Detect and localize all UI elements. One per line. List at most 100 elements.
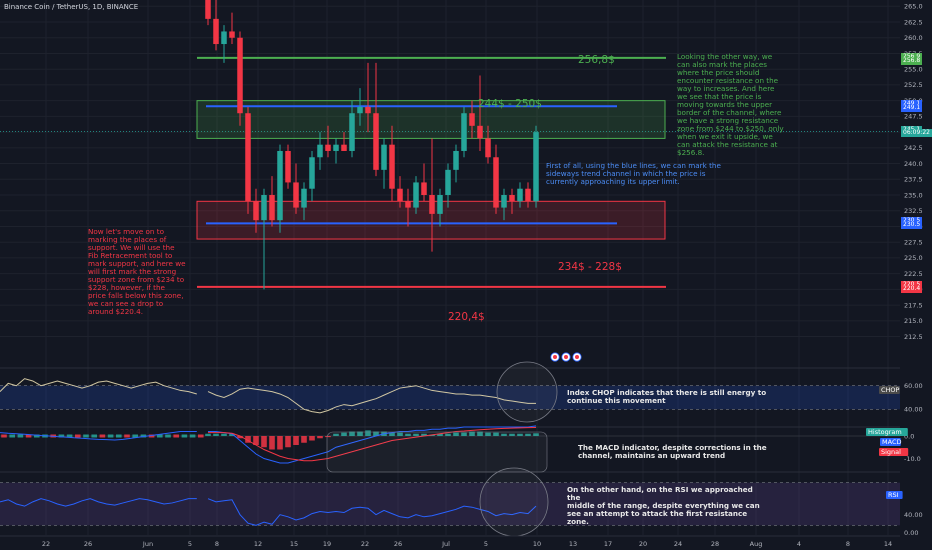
candle[interactable] [277,144,283,233]
time-tick-label: Jun [142,540,153,548]
chop-pane [0,367,900,414]
macd-histogram-bar [333,433,339,436]
chop-highlight-circle [496,361,558,423]
time-tick-label: 28 [711,540,719,548]
rsi-name-tag-text: RSI [888,491,899,499]
price-tick-label: 265.0 [904,3,923,11]
candle-body [213,18,219,45]
candle[interactable] [509,188,515,214]
macd-histogram-bar [205,433,211,436]
candle-body [365,106,371,114]
candle[interactable] [325,125,331,158]
candle[interactable] [261,188,267,290]
candle[interactable] [413,176,419,214]
candle[interactable] [293,163,299,214]
candle-body [405,201,411,208]
time-tick-label: 8 [215,540,219,548]
macd-name-tag-bg [880,438,901,446]
histogram-name-tag-text: Histogram [868,428,902,436]
macd-histogram-bar [365,430,371,436]
macd-histogram-bar [253,436,259,445]
candle[interactable] [421,163,427,202]
macd-histogram-bar [373,431,379,436]
chop-tick-label: 40.00 [904,406,923,414]
candle[interactable] [285,144,291,189]
candle[interactable] [301,182,307,221]
candle-body [477,125,483,139]
candle[interactable] [533,125,539,208]
macd-history-line [0,431,197,441]
candle[interactable] [309,150,315,202]
candle[interactable] [405,188,411,227]
candle[interactable] [469,100,475,139]
candle[interactable] [453,144,459,183]
candle[interactable] [269,176,275,227]
candle[interactable] [237,31,243,126]
chop-band [0,385,900,410]
price-tick-label: 260.0 [904,34,923,42]
histogram-name-tag-bg [866,428,908,436]
macd-histogram-bar [309,436,315,441]
candle[interactable] [517,182,523,208]
candle-body [349,113,355,151]
price-tag: 220.4 [901,284,923,293]
macd-histogram-bar [389,432,395,436]
candle[interactable] [437,188,443,227]
candle[interactable] [205,0,211,26]
time-tick-label: 5 [188,540,192,548]
macd-histogram-bar [301,436,307,443]
candle[interactable] [461,106,467,158]
macd-histogram-bar [148,434,155,438]
rsi-band [0,482,900,526]
time-tick-label: 8 [846,540,850,548]
candle[interactable] [445,163,451,208]
macd-histogram-bar [509,433,515,436]
candle[interactable] [429,138,435,252]
macd-tick-label: 0.0 [904,432,914,440]
candle-body [277,150,283,221]
time-tick-label: 24 [674,540,682,548]
candle[interactable] [221,25,227,63]
note-chop: Index CHOP indicates that there is still… [567,388,767,405]
macd-histogram-bar [317,436,323,439]
macd-histogram-bar [453,432,459,436]
candles-layer[interactable] [205,0,539,290]
macd-histogram-bar [421,433,427,436]
macd-histogram-bar [66,434,73,438]
macd-histogram-bar [325,436,331,438]
candle[interactable] [389,125,395,202]
candle[interactable] [373,62,379,177]
candle-body [261,195,267,221]
macd-histogram-bar [140,434,147,438]
candle[interactable] [229,12,235,45]
flag-icon-center [564,355,568,359]
candle[interactable] [245,106,251,214]
candle-body [421,182,427,196]
rsi-line [207,498,537,526]
candle-body [493,157,499,208]
candle-body [429,195,435,214]
time-axis[interactable]: 22 26 Jun 5 8 12 15 19 22 26 Jul 5 10 13 17 20 24 28 Aug 4 8… [0,535,900,548]
price-tick-label: 222.5 [904,270,923,278]
macd-histogram-bar [493,432,499,436]
candle[interactable] [213,0,219,51]
candle[interactable] [397,176,403,208]
candle[interactable] [381,138,387,189]
candle[interactable] [317,132,323,170]
candle[interactable] [501,188,507,221]
candle[interactable] [333,138,339,164]
price-tick-label: 235.0 [904,191,923,199]
candle-body [245,113,251,202]
candle[interactable] [349,100,355,158]
candle[interactable] [493,144,499,214]
candle[interactable] [477,75,483,151]
macd-histogram-bar [173,434,179,438]
candle[interactable] [485,125,491,164]
macd-histogram-bar [181,434,188,438]
candle[interactable] [357,88,363,126]
candle[interactable] [525,182,531,208]
candle[interactable] [365,62,371,133]
candle[interactable] [341,132,347,151]
candle[interactable] [253,188,259,233]
